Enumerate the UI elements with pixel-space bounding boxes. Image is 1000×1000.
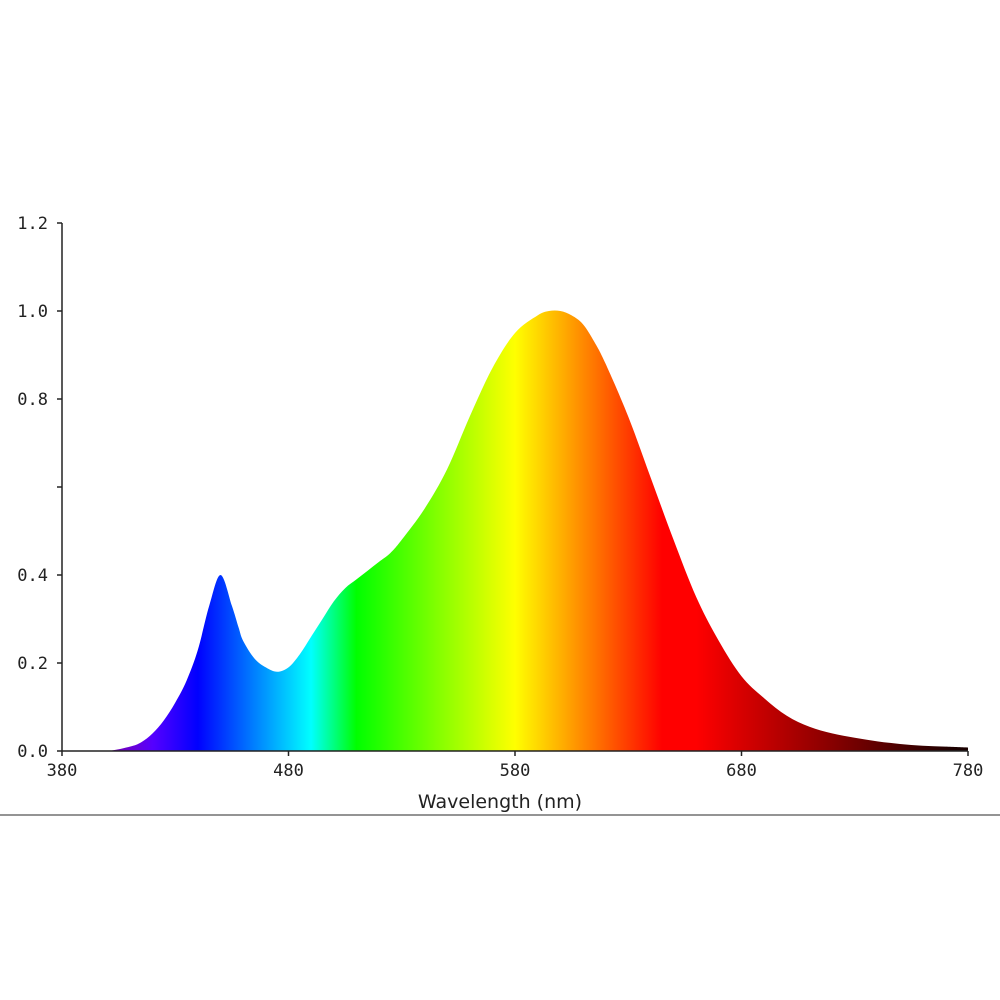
spectrum-area-layer xyxy=(62,310,968,751)
x-tick-label: 780 xyxy=(953,761,984,781)
x-tick-label: 580 xyxy=(500,761,531,781)
y-tick-label: 1.2 xyxy=(17,214,48,234)
y-tick-label: 0.0 xyxy=(17,742,48,762)
axes xyxy=(57,222,969,756)
x-tick-label: 380 xyxy=(47,761,78,781)
x-axis-title: Wavelength (nm) xyxy=(418,791,582,813)
y-tick-label: 0.2 xyxy=(17,654,48,674)
spectrum-series-area xyxy=(62,310,968,751)
y-tick-label: 1.0 xyxy=(17,302,48,322)
x-tick-label: 680 xyxy=(726,761,757,781)
tick-labels: 0.0 0.2 0.4 0.8 1.0 1.2 380 480 580 680 780 xyxy=(17,214,983,781)
y-tick-label: 0.8 xyxy=(17,390,48,410)
x-tick-label: 480 xyxy=(273,761,304,781)
y-tick-label: 0.4 xyxy=(17,566,48,586)
